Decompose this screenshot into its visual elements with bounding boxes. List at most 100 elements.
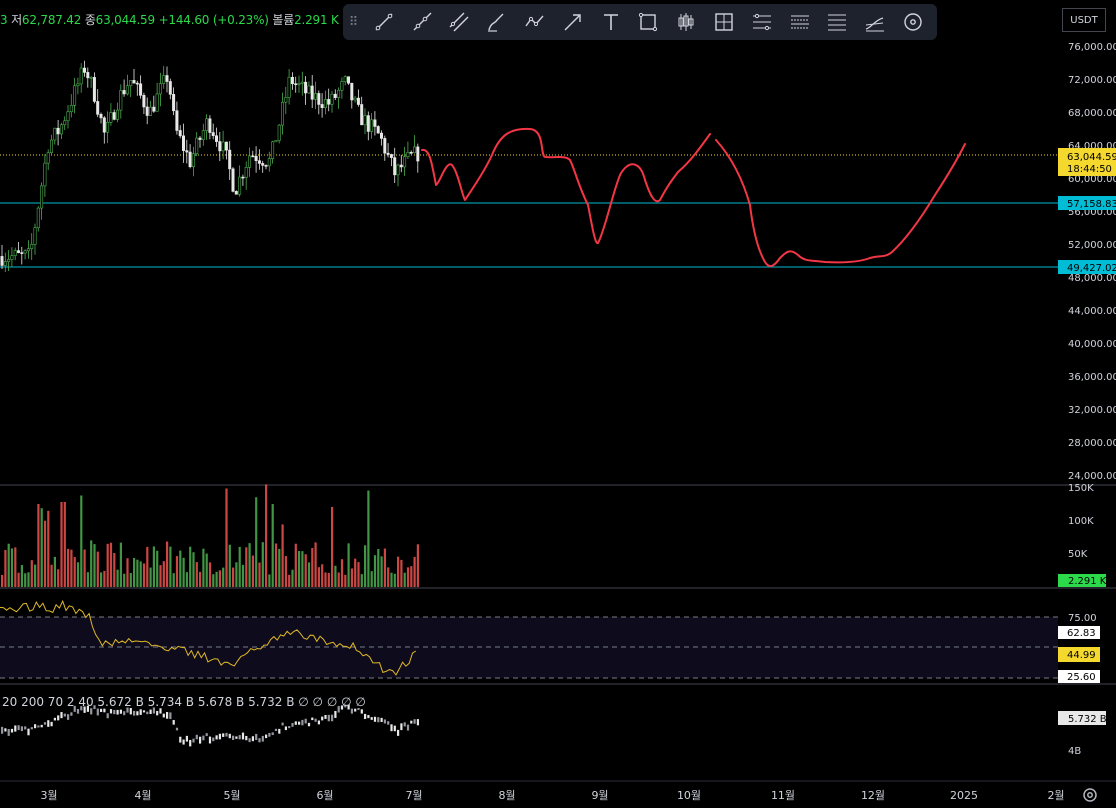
bottom-indicator-bar: [344, 704, 347, 708]
bottom-indicator-bar: [304, 718, 307, 724]
price-tick-label: 36,000.00: [1068, 372, 1116, 383]
volume-bars: [1, 484, 419, 587]
candle-body: [290, 76, 294, 85]
bottom-indicator-bar: [96, 708, 99, 716]
rsi-ma-tag: 62.83: [1058, 626, 1100, 639]
volume-bar: [27, 572, 30, 587]
volume-bar: [238, 546, 241, 587]
candle-body: [33, 227, 37, 245]
bottom-indicator-bar: [245, 735, 248, 741]
volume-tick-label: 150K: [1068, 483, 1094, 494]
trend-line-icon[interactable]: [365, 6, 403, 38]
drag-handle-icon[interactable]: ⠿: [348, 14, 360, 30]
bottom-indicator-bar: [136, 711, 139, 716]
candle-body: [30, 244, 34, 249]
price-tick-label: 40,000.00: [1068, 339, 1116, 350]
candle-body: [234, 191, 238, 195]
bottom-indicator-bar: [383, 719, 386, 724]
time-tick-label: 7월: [405, 789, 422, 802]
candle-body: [16, 250, 20, 253]
parallel-channel-icon[interactable]: [441, 6, 479, 38]
volume-bar: [265, 484, 268, 587]
level-tag-bg: [1058, 196, 1116, 210]
time-tick-label: 12월: [861, 789, 885, 802]
volume-bar: [268, 574, 271, 587]
bottom-indicator-bar: [34, 724, 37, 729]
volume-bar: [80, 495, 83, 587]
circle-target-icon[interactable]: [894, 6, 932, 38]
volume-bar: [50, 564, 53, 587]
candle-body: [353, 97, 357, 101]
current-price-value: 63,044.59: [1067, 152, 1116, 163]
countdown-value: 18:44:50: [1067, 164, 1112, 175]
candle-body: [109, 112, 113, 123]
candle-body: [0, 256, 4, 266]
rectangle-icon[interactable]: [630, 6, 668, 38]
volume-bar: [298, 551, 301, 587]
volume-current-value: 2.291 K: [1068, 576, 1107, 587]
candle-body: [59, 124, 63, 135]
bottom-indicator-bar: [321, 716, 324, 721]
bottom-indicator-bar: [80, 706, 83, 711]
volume-bar: [397, 556, 400, 587]
volume-bar: [416, 544, 419, 587]
bottom-indicator-bar: [387, 721, 390, 725]
bottom-indicator-bar: [14, 725, 17, 732]
candle-body: [376, 126, 380, 134]
ray-icon[interactable]: [403, 6, 441, 38]
bottom-indicator-bar: [364, 713, 367, 720]
bottom-indicator-bar: [50, 721, 53, 727]
bottom-indicator-bar: [268, 732, 271, 737]
long-position-icon[interactable]: [705, 6, 743, 38]
level-tag: 49,427.02: [1058, 260, 1116, 274]
currency-select[interactable]: USDT: [1062, 8, 1106, 32]
volume-bar: [274, 543, 278, 587]
volume-tick-label: 50K: [1068, 549, 1088, 560]
bottom-indicator-bar: [166, 712, 169, 719]
volume-bar: [212, 574, 215, 587]
path-icon[interactable]: [516, 6, 554, 38]
bottom-indicator-bar: [93, 705, 96, 710]
volume-bar: [337, 572, 340, 587]
candle-body: [40, 185, 44, 209]
settings-gear-icon[interactable]: [1080, 785, 1100, 805]
bottom-indicator-bar: [294, 721, 297, 725]
bottom-indicator-bar: [172, 720, 175, 725]
regression-icon[interactable]: [856, 6, 894, 38]
volume-bar: [271, 504, 274, 587]
candle-body: [175, 110, 179, 131]
bottom-indicator-bar: [199, 736, 202, 744]
candle-body: [76, 83, 80, 87]
candle-body: [83, 67, 87, 73]
candle-body: [205, 118, 209, 131]
volume-bar: [321, 564, 324, 587]
fib-retracement-icon[interactable]: [743, 6, 781, 38]
volume-bar: [70, 549, 73, 587]
volume-bar: [251, 555, 254, 587]
text-icon[interactable]: [592, 6, 630, 38]
volume-bar: [14, 547, 17, 587]
bottom-indicator-bar: [327, 714, 330, 722]
candle-body: [313, 93, 317, 100]
volume-bar: [100, 572, 103, 587]
candle-body: [218, 141, 222, 152]
bottom-indicator-bar: [1, 726, 4, 734]
bottom-indicator-bar: [228, 733, 231, 739]
brush-icon[interactable]: [478, 6, 516, 38]
gann-fan-icon[interactable]: [781, 6, 819, 38]
candle-body: [373, 119, 377, 127]
ohlc-legend: 3 저62,787.42 종63,044.59 +144.60 (+0.23%)…: [0, 13, 339, 27]
pitchfork-icon[interactable]: [819, 6, 857, 38]
bottom-indicator-bar: [47, 720, 50, 727]
candles-icon[interactable]: [667, 6, 705, 38]
bottom-indicator-bar: [116, 709, 119, 715]
bottom-indicator-bar: [288, 726, 291, 729]
arrow-icon[interactable]: [554, 6, 592, 38]
bottom-indicator-bar: [225, 732, 228, 737]
volume-bar: [189, 546, 192, 587]
bottom-indicator-bar: [83, 706, 86, 713]
volume-bar: [63, 502, 66, 587]
candle-body: [86, 72, 90, 79]
volume-bar: [10, 548, 14, 587]
